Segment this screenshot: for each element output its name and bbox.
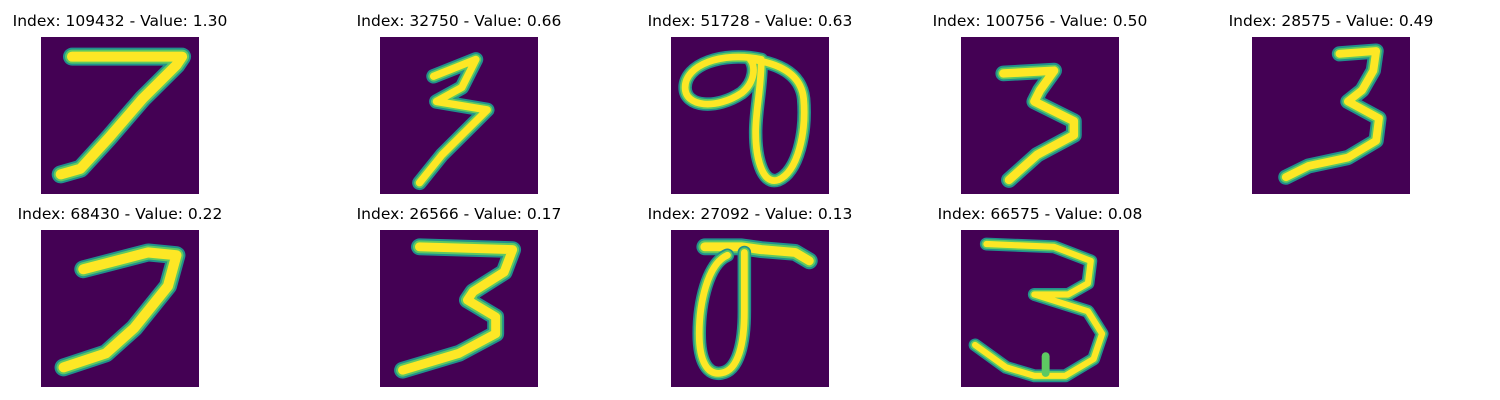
digit-image: [671, 37, 829, 194]
image-panel: Index: 28575 - Value: 0.49: [1211, 9, 1451, 194]
digit-image: [380, 230, 538, 387]
image-panel: Index: 26566 - Value: 0.17: [339, 202, 579, 387]
digit-image: [380, 37, 538, 194]
digit-image: [41, 37, 199, 194]
digit-image: [41, 230, 199, 387]
panel-title: Index: 28575 - Value: 0.49: [1228, 12, 1434, 30]
panel-title: Index: 68430 - Value: 0.22: [17, 205, 223, 223]
panel-title: Index: 27092 - Value: 0.13: [647, 205, 853, 223]
panel-title: Index: 51728 - Value: 0.63: [647, 12, 853, 30]
digit-image: [671, 230, 829, 387]
panel-title: Index: 32750 - Value: 0.66: [356, 12, 562, 30]
image-panel: Index: 109432 - Value: 1.30: [0, 9, 240, 194]
image-panel: Index: 68430 - Value: 0.22: [0, 202, 240, 387]
panel-title: Index: 66575 - Value: 0.08: [937, 205, 1143, 223]
panel-title: Index: 26566 - Value: 0.17: [356, 205, 562, 223]
digit-image: [961, 37, 1119, 194]
digit-image: [961, 230, 1119, 387]
image-panel: Index: 100756 - Value: 0.50: [920, 9, 1160, 194]
image-panel: Index: 66575 - Value: 0.08: [920, 202, 1160, 387]
image-panel: Index: 51728 - Value: 0.63: [630, 9, 870, 194]
digit-image: [1252, 37, 1410, 194]
image-panel: Index: 27092 - Value: 0.13: [630, 202, 870, 387]
image-panel: Index: 32750 - Value: 0.66: [339, 9, 579, 194]
panel-title: Index: 100756 - Value: 0.50: [932, 12, 1148, 30]
panel-title: Index: 109432 - Value: 1.30: [12, 12, 228, 30]
